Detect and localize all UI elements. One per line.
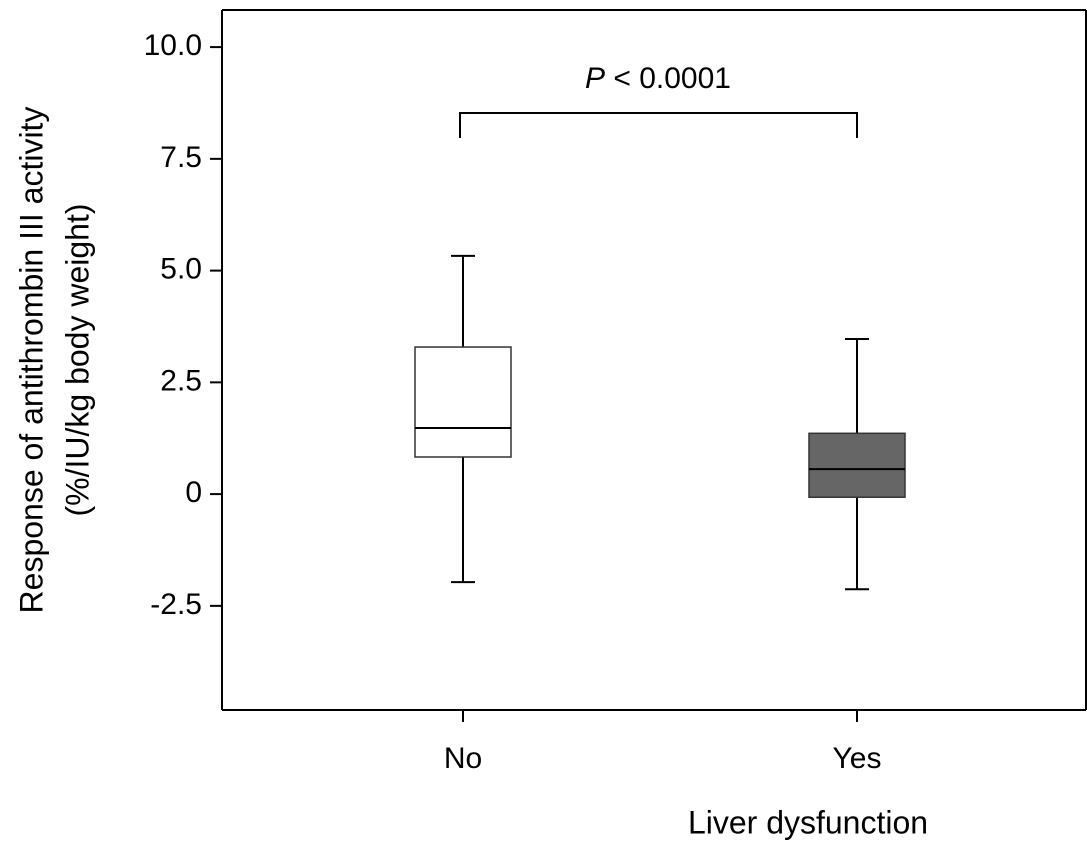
box (808, 432, 906, 498)
annotation: P < 0.0001 (585, 62, 731, 95)
significance-bracket (459, 112, 858, 138)
x-tick-label: No (444, 742, 482, 775)
y-axis-label-line: (%/IU/kg body weight) (59, 203, 95, 516)
y-axis-label: Response of antithrombin III activity (%… (13, 107, 95, 614)
y-tick-label: 0 (185, 476, 202, 509)
x-tick-label: Yes (833, 742, 882, 775)
y-tick-label: 5.0 (160, 253, 202, 286)
y-axis-label-line: Response of antithrombin III activity (13, 107, 49, 614)
x-axis-label: Liver dysfunction (688, 804, 928, 840)
y-tick-label: -2.5 (150, 588, 202, 621)
y-tick-label: 2.5 (160, 364, 202, 397)
annotation-text: < 0.0001 (613, 62, 731, 95)
box (414, 346, 512, 458)
y-tick-label: 7.5 (160, 141, 202, 174)
y-tick-label: 10.0 (144, 29, 202, 62)
annotation-symbol: P (585, 62, 605, 95)
